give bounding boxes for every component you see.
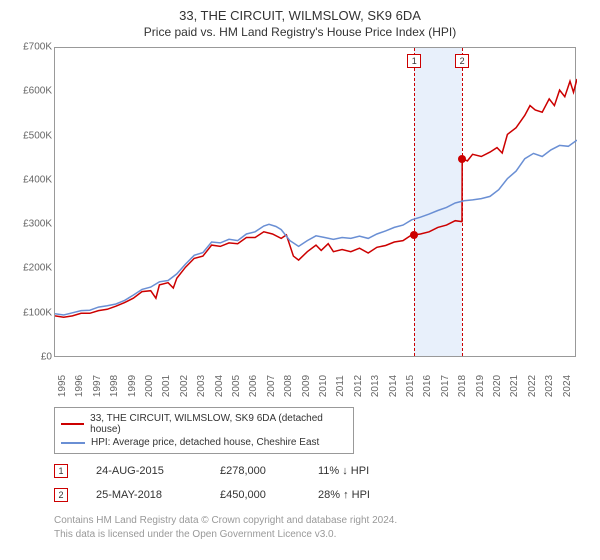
x-tick-label: 2000 xyxy=(144,375,155,397)
transaction-price: £450,000 xyxy=(220,489,290,501)
x-tick-label: 2014 xyxy=(388,375,399,397)
transaction-date: 24-AUG-2015 xyxy=(96,465,192,477)
x-tick-label: 2020 xyxy=(492,375,503,397)
x-tick-label: 1996 xyxy=(74,375,85,397)
x-tick-label: 2009 xyxy=(301,375,312,397)
series-svg xyxy=(55,48,577,358)
transaction-row: 2 25-MAY-2018 £450,000 28% ↑ HPI xyxy=(54,488,586,502)
legend-label: 33, THE CIRCUIT, WILMSLOW, SK9 6DA (deta… xyxy=(90,413,347,435)
legend-swatch xyxy=(61,442,85,444)
footer-attribution: Contains HM Land Registry data © Crown c… xyxy=(54,514,586,541)
x-tick-label: 2002 xyxy=(179,375,190,397)
x-tick-label: 2004 xyxy=(214,375,225,397)
footer-line: This data is licensed under the Open Gov… xyxy=(54,528,586,542)
transaction-row: 1 24-AUG-2015 £278,000 11% ↓ HPI xyxy=(54,464,586,478)
x-tick-label: 2012 xyxy=(353,375,364,397)
y-axis: £0£100K£200K£300K£400K£500K£600K£700K xyxy=(14,47,54,357)
x-tick-label: 2001 xyxy=(161,375,172,397)
x-tick-label: 2006 xyxy=(248,375,259,397)
x-tick-label: 2019 xyxy=(475,375,486,397)
x-tick-label: 2015 xyxy=(405,375,416,397)
x-tick-label: 2010 xyxy=(318,375,329,397)
x-tick-label: 1999 xyxy=(127,375,138,397)
x-tick-label: 2018 xyxy=(457,375,468,397)
x-axis: 1995199619971998199920002001200220032004… xyxy=(54,357,576,393)
x-tick-label: 1997 xyxy=(92,375,103,397)
series-hpi xyxy=(55,140,577,315)
x-tick-label: 2023 xyxy=(544,375,555,397)
x-tick-label: 2013 xyxy=(370,375,381,397)
x-tick-label: 2024 xyxy=(562,375,573,397)
chart-area: £0£100K£200K£300K£400K£500K£600K£700K 12… xyxy=(14,47,586,399)
series-price_paid xyxy=(55,79,577,317)
event-dot xyxy=(458,155,466,163)
x-tick-label: 2011 xyxy=(335,375,346,397)
x-tick-label: 2021 xyxy=(509,375,520,397)
x-tick-label: 2008 xyxy=(283,375,294,397)
x-tick-label: 2005 xyxy=(231,375,242,397)
plot-frame: 12 xyxy=(54,47,576,357)
transaction-date: 25-MAY-2018 xyxy=(96,489,192,501)
chart-subtitle: Price paid vs. HM Land Registry's House … xyxy=(14,25,586,39)
legend-item: 33, THE CIRCUIT, WILMSLOW, SK9 6DA (deta… xyxy=(61,412,347,436)
y-tick-label: £100K xyxy=(23,307,52,318)
x-tick-label: 2017 xyxy=(440,375,451,397)
x-tick-label: 2003 xyxy=(196,375,207,397)
x-tick-label: 2007 xyxy=(266,375,277,397)
legend-label: HPI: Average price, detached house, Ches… xyxy=(91,437,319,448)
x-tick-label: 2022 xyxy=(527,375,538,397)
y-tick-label: £700K xyxy=(23,42,52,53)
transaction-marker-box: 2 xyxy=(54,488,68,502)
y-tick-label: £200K xyxy=(23,263,52,274)
y-tick-label: £400K xyxy=(23,174,52,185)
y-tick-label: £300K xyxy=(23,219,52,230)
chart-title: 33, THE CIRCUIT, WILMSLOW, SK9 6DA xyxy=(14,8,586,23)
y-tick-label: £500K xyxy=(23,130,52,141)
transaction-price: £278,000 xyxy=(220,465,290,477)
event-dot xyxy=(410,231,418,239)
transaction-diff: 28% ↑ HPI xyxy=(318,489,408,501)
legend-swatch xyxy=(61,423,84,425)
x-tick-label: 1995 xyxy=(57,375,68,397)
x-tick-label: 2016 xyxy=(422,375,433,397)
legend-item: HPI: Average price, detached house, Ches… xyxy=(61,436,347,449)
y-tick-label: £0 xyxy=(41,352,52,363)
transaction-diff: 11% ↓ HPI xyxy=(318,465,408,477)
transaction-marker-box: 1 xyxy=(54,464,68,478)
y-tick-label: £600K xyxy=(23,86,52,97)
legend: 33, THE CIRCUIT, WILMSLOW, SK9 6DA (deta… xyxy=(54,407,354,454)
footer-line: Contains HM Land Registry data © Crown c… xyxy=(54,514,586,528)
x-tick-label: 1998 xyxy=(109,375,120,397)
